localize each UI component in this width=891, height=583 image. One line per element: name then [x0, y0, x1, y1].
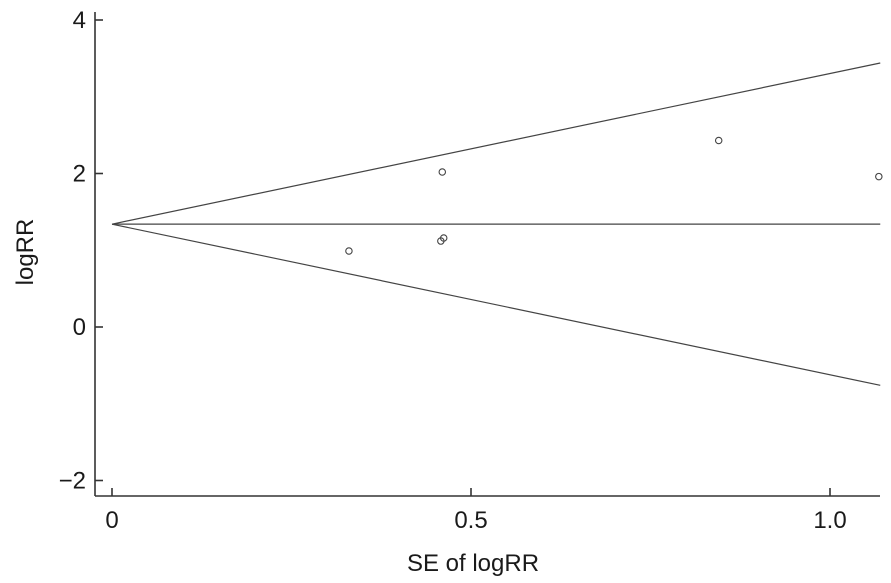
- funnel-lines: [111, 62, 881, 386]
- study-point: [438, 168, 447, 176]
- y-tick-label: 4: [73, 7, 86, 34]
- y-tick-label: −2: [59, 468, 86, 495]
- study-point: [714, 136, 723, 145]
- lower-confidence-line: [111, 223, 881, 386]
- x-ticks: 0 0.5 1.0: [105, 488, 847, 534]
- x-tick-label: 0.5: [454, 507, 487, 534]
- x-tick-label: 1.0: [813, 507, 846, 534]
- y-ticks: −2 0 2 4: [59, 7, 103, 495]
- study-points: [345, 136, 883, 255]
- study-point: [439, 234, 448, 242]
- y-axis-label: logRR: [12, 219, 39, 286]
- study-point: [875, 172, 883, 181]
- x-axis-label: SE of logRR: [407, 550, 539, 577]
- study-point: [345, 247, 353, 255]
- y-tick-label: 2: [73, 161, 86, 188]
- upper-confidence-line: [111, 62, 881, 225]
- x-tick-label: 0: [105, 507, 118, 534]
- axes: [94, 12, 880, 497]
- y-tick-label: 0: [73, 314, 86, 341]
